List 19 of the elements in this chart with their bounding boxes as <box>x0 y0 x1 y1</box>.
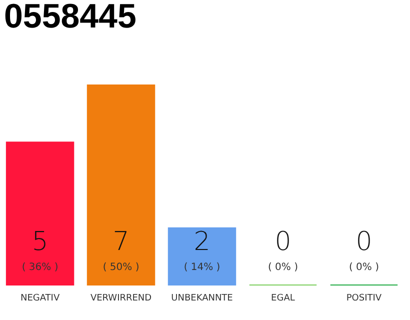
data-label: 0 <box>274 227 292 257</box>
chart-title: 0558445 <box>4 0 136 36</box>
annotation: ( 0% ) <box>268 262 298 273</box>
data-label: 0 <box>356 227 372 257</box>
bar <box>6 142 74 286</box>
annotation: ( 0% ) <box>348 262 380 273</box>
bar <box>86 84 156 286</box>
annotation: ( 14% ) <box>184 262 220 273</box>
x-tick-label: NEGATIV <box>20 294 60 304</box>
data-label: 7 <box>112 227 130 257</box>
data-label: 2 <box>194 227 210 257</box>
data-label: 5 <box>32 227 48 257</box>
bar <box>168 227 236 286</box>
annotation: ( 50% ) <box>102 262 140 273</box>
x-tick-label: VERWIRREND <box>90 294 152 304</box>
x-tick-label: POSITIV <box>346 294 382 304</box>
x-tick-label: EGAL <box>271 294 295 304</box>
x-tick-label: UNBEKANNTE <box>171 294 234 304</box>
annotation: ( 36% ) <box>22 262 58 273</box>
